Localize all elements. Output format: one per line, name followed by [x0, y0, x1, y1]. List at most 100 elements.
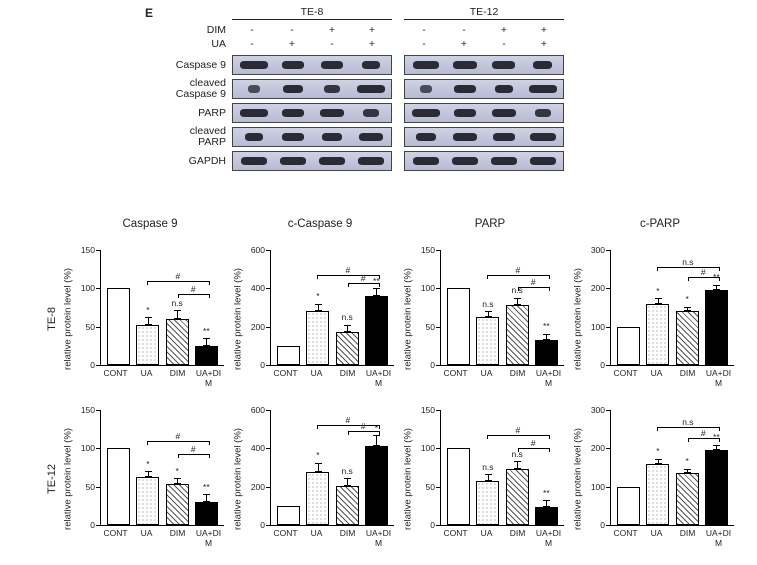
- bracket-label: #: [701, 267, 706, 277]
- band: [282, 109, 304, 117]
- bars-container: n.sn.s**: [441, 410, 564, 525]
- ytick-label: 200: [251, 322, 265, 332]
- ytick-label: 300: [591, 405, 605, 415]
- bar: [447, 288, 470, 365]
- x-label: CONT: [612, 368, 639, 394]
- bar-chart: relative protein level (%)0100200300****…: [582, 404, 738, 554]
- comparison-bracket: [657, 267, 719, 268]
- band: [282, 61, 304, 69]
- x-label: UA+DIM: [535, 528, 562, 554]
- band: [322, 133, 342, 141]
- band: [453, 61, 477, 69]
- band: [358, 157, 384, 165]
- bar: [277, 346, 300, 365]
- dim-v: +: [352, 23, 392, 37]
- band: [359, 133, 383, 141]
- plot-area: 050100150****##: [100, 410, 224, 526]
- x-label: UA+DIM: [195, 368, 222, 394]
- ytick-label: 100: [81, 443, 95, 453]
- dim-v: +: [524, 23, 564, 37]
- x-label: UA+DIM: [195, 528, 222, 554]
- bar: [476, 481, 499, 525]
- x-labels: CONTUADIMUA+DIM: [100, 528, 224, 554]
- error-bar: [488, 311, 489, 317]
- bar: [336, 332, 359, 365]
- lane-box: [404, 55, 564, 75]
- treat-row-label-ua: UA: [150, 37, 232, 51]
- bar-slot: **: [534, 250, 560, 365]
- dim-v: -: [404, 23, 444, 37]
- error-bar: [546, 500, 547, 506]
- bracket-label: #: [531, 277, 536, 287]
- x-label: CONT: [442, 528, 469, 554]
- bracket-label: #: [176, 271, 181, 281]
- bar-chart: relative protein level (%)050100150*n.s*…: [72, 244, 228, 394]
- x-label: DIM: [334, 528, 361, 554]
- y-axis-label: relative protein level (%): [403, 428, 414, 530]
- x-labels: CONTUADIMUA+DIM: [610, 528, 734, 554]
- significance-mark: *: [656, 446, 659, 456]
- band: [416, 133, 436, 141]
- x-label: UA+DIM: [365, 368, 392, 394]
- significance-mark: **: [543, 321, 550, 331]
- lane-box: [232, 127, 392, 147]
- error-bar: [318, 463, 319, 473]
- bar-slot: *: [135, 250, 161, 365]
- bar: [107, 288, 130, 365]
- ytick-label: 0: [430, 360, 435, 370]
- x-label: UA: [643, 528, 670, 554]
- x-label: UA+DIM: [705, 368, 732, 394]
- significance-mark: n.s: [482, 462, 493, 472]
- wb-row: PARP: [150, 103, 580, 123]
- lane-box: [232, 79, 392, 99]
- bar-slot: [616, 250, 642, 365]
- band: [241, 157, 267, 165]
- error-bar: [517, 298, 518, 306]
- ytick-label: 100: [421, 443, 435, 453]
- band: [363, 109, 379, 117]
- bars-container: *n.s**: [101, 250, 224, 365]
- ytick-label: 50: [86, 322, 95, 332]
- ua-v: +: [272, 37, 312, 51]
- x-label: DIM: [164, 368, 191, 394]
- significance-mark: *: [685, 294, 688, 304]
- y-axis-label: relative protein level (%): [403, 268, 414, 370]
- x-label: UA+DIM: [535, 368, 562, 394]
- ytick-label: 100: [591, 322, 605, 332]
- ytick-label: 0: [90, 520, 95, 530]
- bar-slot: *: [164, 410, 190, 525]
- bar: [365, 296, 388, 365]
- band: [535, 109, 551, 117]
- significance-mark: *: [146, 459, 149, 469]
- band: [495, 85, 513, 93]
- bracket-label: #: [191, 284, 196, 294]
- y-axis-label: relative protein level (%): [63, 268, 74, 370]
- dim-v: -: [272, 23, 312, 37]
- band: [420, 85, 432, 93]
- bar-slot: [106, 410, 132, 525]
- error-bar: [318, 304, 319, 312]
- plot-area: 0100200300****n.s#: [610, 410, 734, 526]
- error-bar: [488, 474, 489, 480]
- wb-header: TE-8 TE-12: [150, 6, 580, 21]
- significance-mark: *: [146, 305, 149, 315]
- ytick-label: 0: [430, 520, 435, 530]
- plot-area: 050100150n.sn.s**##: [440, 250, 564, 366]
- bar: [506, 469, 529, 525]
- x-label: UA: [473, 528, 500, 554]
- x-label: UA: [473, 368, 500, 394]
- ytick-label: 0: [600, 520, 605, 530]
- bar: [136, 325, 159, 365]
- ytick-label: 150: [81, 405, 95, 415]
- bracket-label: #: [346, 415, 351, 425]
- error-bar: [347, 325, 348, 333]
- significance-mark: *: [656, 286, 659, 296]
- lane-box: [404, 151, 564, 171]
- error-bar: [716, 445, 717, 451]
- bar: [535, 507, 558, 525]
- error-bar: [376, 435, 377, 447]
- ytick-label: 150: [81, 245, 95, 255]
- error-bar: [206, 338, 207, 346]
- lane-box: [232, 151, 392, 171]
- ytick-label: 150: [421, 245, 435, 255]
